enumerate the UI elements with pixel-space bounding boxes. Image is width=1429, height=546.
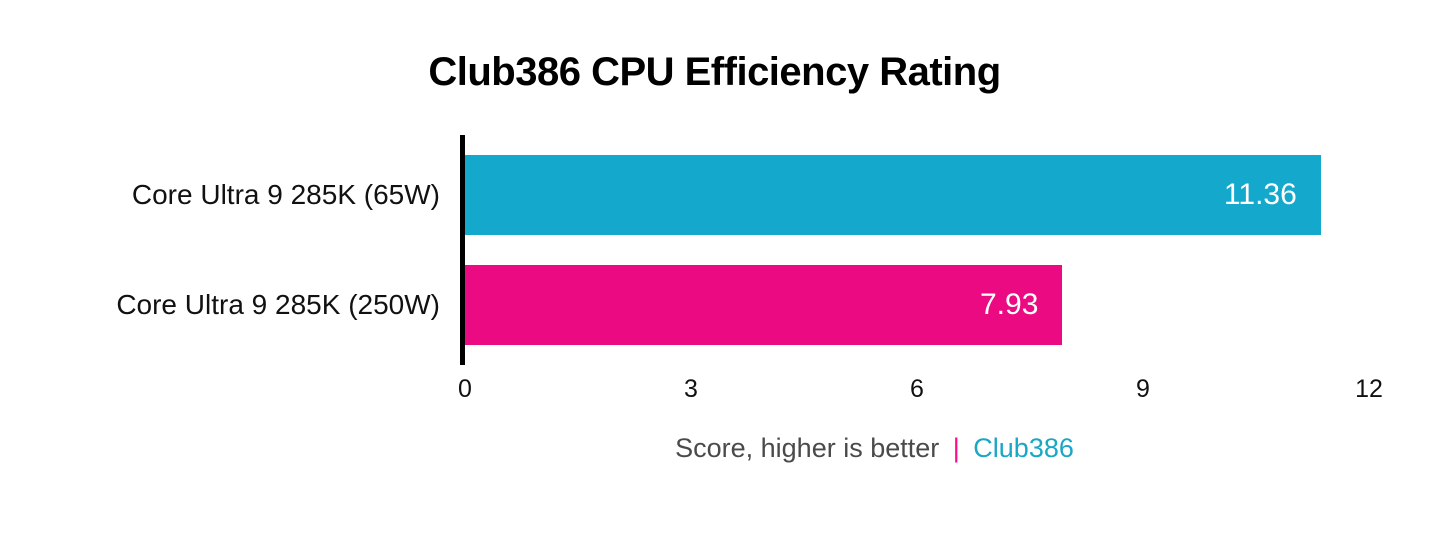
bar-value-0: 11.36 — [1224, 178, 1297, 212]
x-tick: 6 — [910, 375, 924, 404]
bar-value-1: 7.93 — [980, 288, 1038, 322]
x-tick: 9 — [1136, 375, 1150, 404]
y-labels: Core Ultra 9 285K (65W) Core Ultra 9 285… — [60, 135, 460, 365]
bar-1: 7.93 — [465, 265, 1062, 345]
bar-label-0: Core Ultra 9 285K (65W) — [60, 155, 460, 235]
bar-label-1: Core Ultra 9 285K (250W) — [60, 265, 460, 345]
caption-sep: | — [947, 433, 966, 463]
chart-area: Core Ultra 9 285K (65W) Core Ultra 9 285… — [60, 135, 1369, 365]
chart-title: Club386 CPU Efficiency Rating — [60, 50, 1369, 95]
x-axis: 036912 — [460, 365, 1369, 405]
plot-area: 11.36 7.93 — [460, 135, 1369, 365]
x-tick: 3 — [684, 375, 698, 404]
chart-container: Club386 CPU Efficiency Rating Core Ultra… — [0, 0, 1429, 546]
caption-text: Score, higher is better — [675, 433, 939, 463]
chart-caption: Score, higher is better | Club386 — [380, 433, 1369, 464]
x-tick: 0 — [458, 375, 472, 404]
x-tick: 12 — [1355, 375, 1383, 404]
bar-0: 11.36 — [465, 155, 1321, 235]
caption-brand: Club386 — [973, 433, 1074, 463]
